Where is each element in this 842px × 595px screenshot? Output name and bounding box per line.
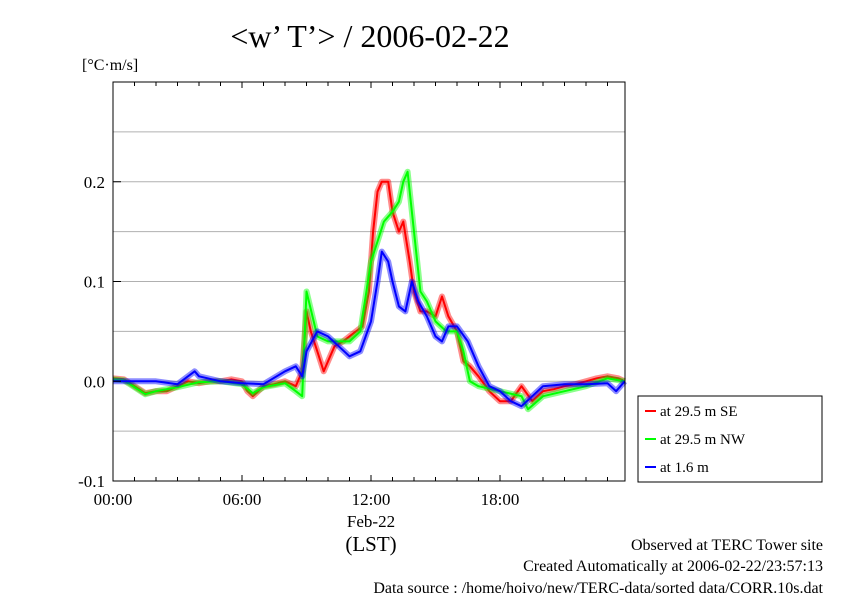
y-tick-label: 0.0 [84, 372, 105, 391]
x-tick-labels: 00:00 06:00 12:00 18:00 [94, 490, 520, 509]
footer-observed: Observed at TERC Tower site [631, 537, 823, 554]
x-tick-label: 06:00 [223, 490, 262, 509]
legend-label-2: at 1.6 m [660, 460, 709, 476]
series-group [112, 168, 627, 413]
x-tick-label: 12:00 [352, 490, 391, 509]
x-axis-label: (LST) [345, 532, 396, 556]
footer-data-source: Data source : /home/hoivo/new/TERC-data/… [373, 580, 823, 595]
grid [113, 131, 625, 432]
footer-created: Created Automatically at 2006-02-22/23:5… [523, 558, 823, 575]
y-tick-label: -0.1 [78, 472, 105, 491]
legend-label-1: at 29.5 m NW [660, 432, 746, 448]
x-tick-label: 18:00 [481, 490, 520, 509]
chart-title: <w’ T’> / 2006-02-22 [230, 18, 509, 54]
y-tick-labels: -0.1 0.0 0.1 0.2 [78, 173, 105, 491]
ticks [113, 82, 608, 482]
x-tick-label: 00:00 [94, 490, 133, 509]
series-line-2 [113, 250, 626, 408]
legend-box [637, 395, 823, 483]
legend: at 29.5 m SE at 29.5 m NW at 1.6 m [637, 395, 823, 483]
y-tick-label: 0.2 [84, 173, 105, 192]
legend-label-0: at 29.5 m SE [660, 404, 738, 420]
y-axis-label: [°C·m/s] [82, 57, 138, 74]
x-date-label: Feb-22 [347, 512, 395, 531]
y-tick-label: 0.1 [84, 273, 105, 292]
